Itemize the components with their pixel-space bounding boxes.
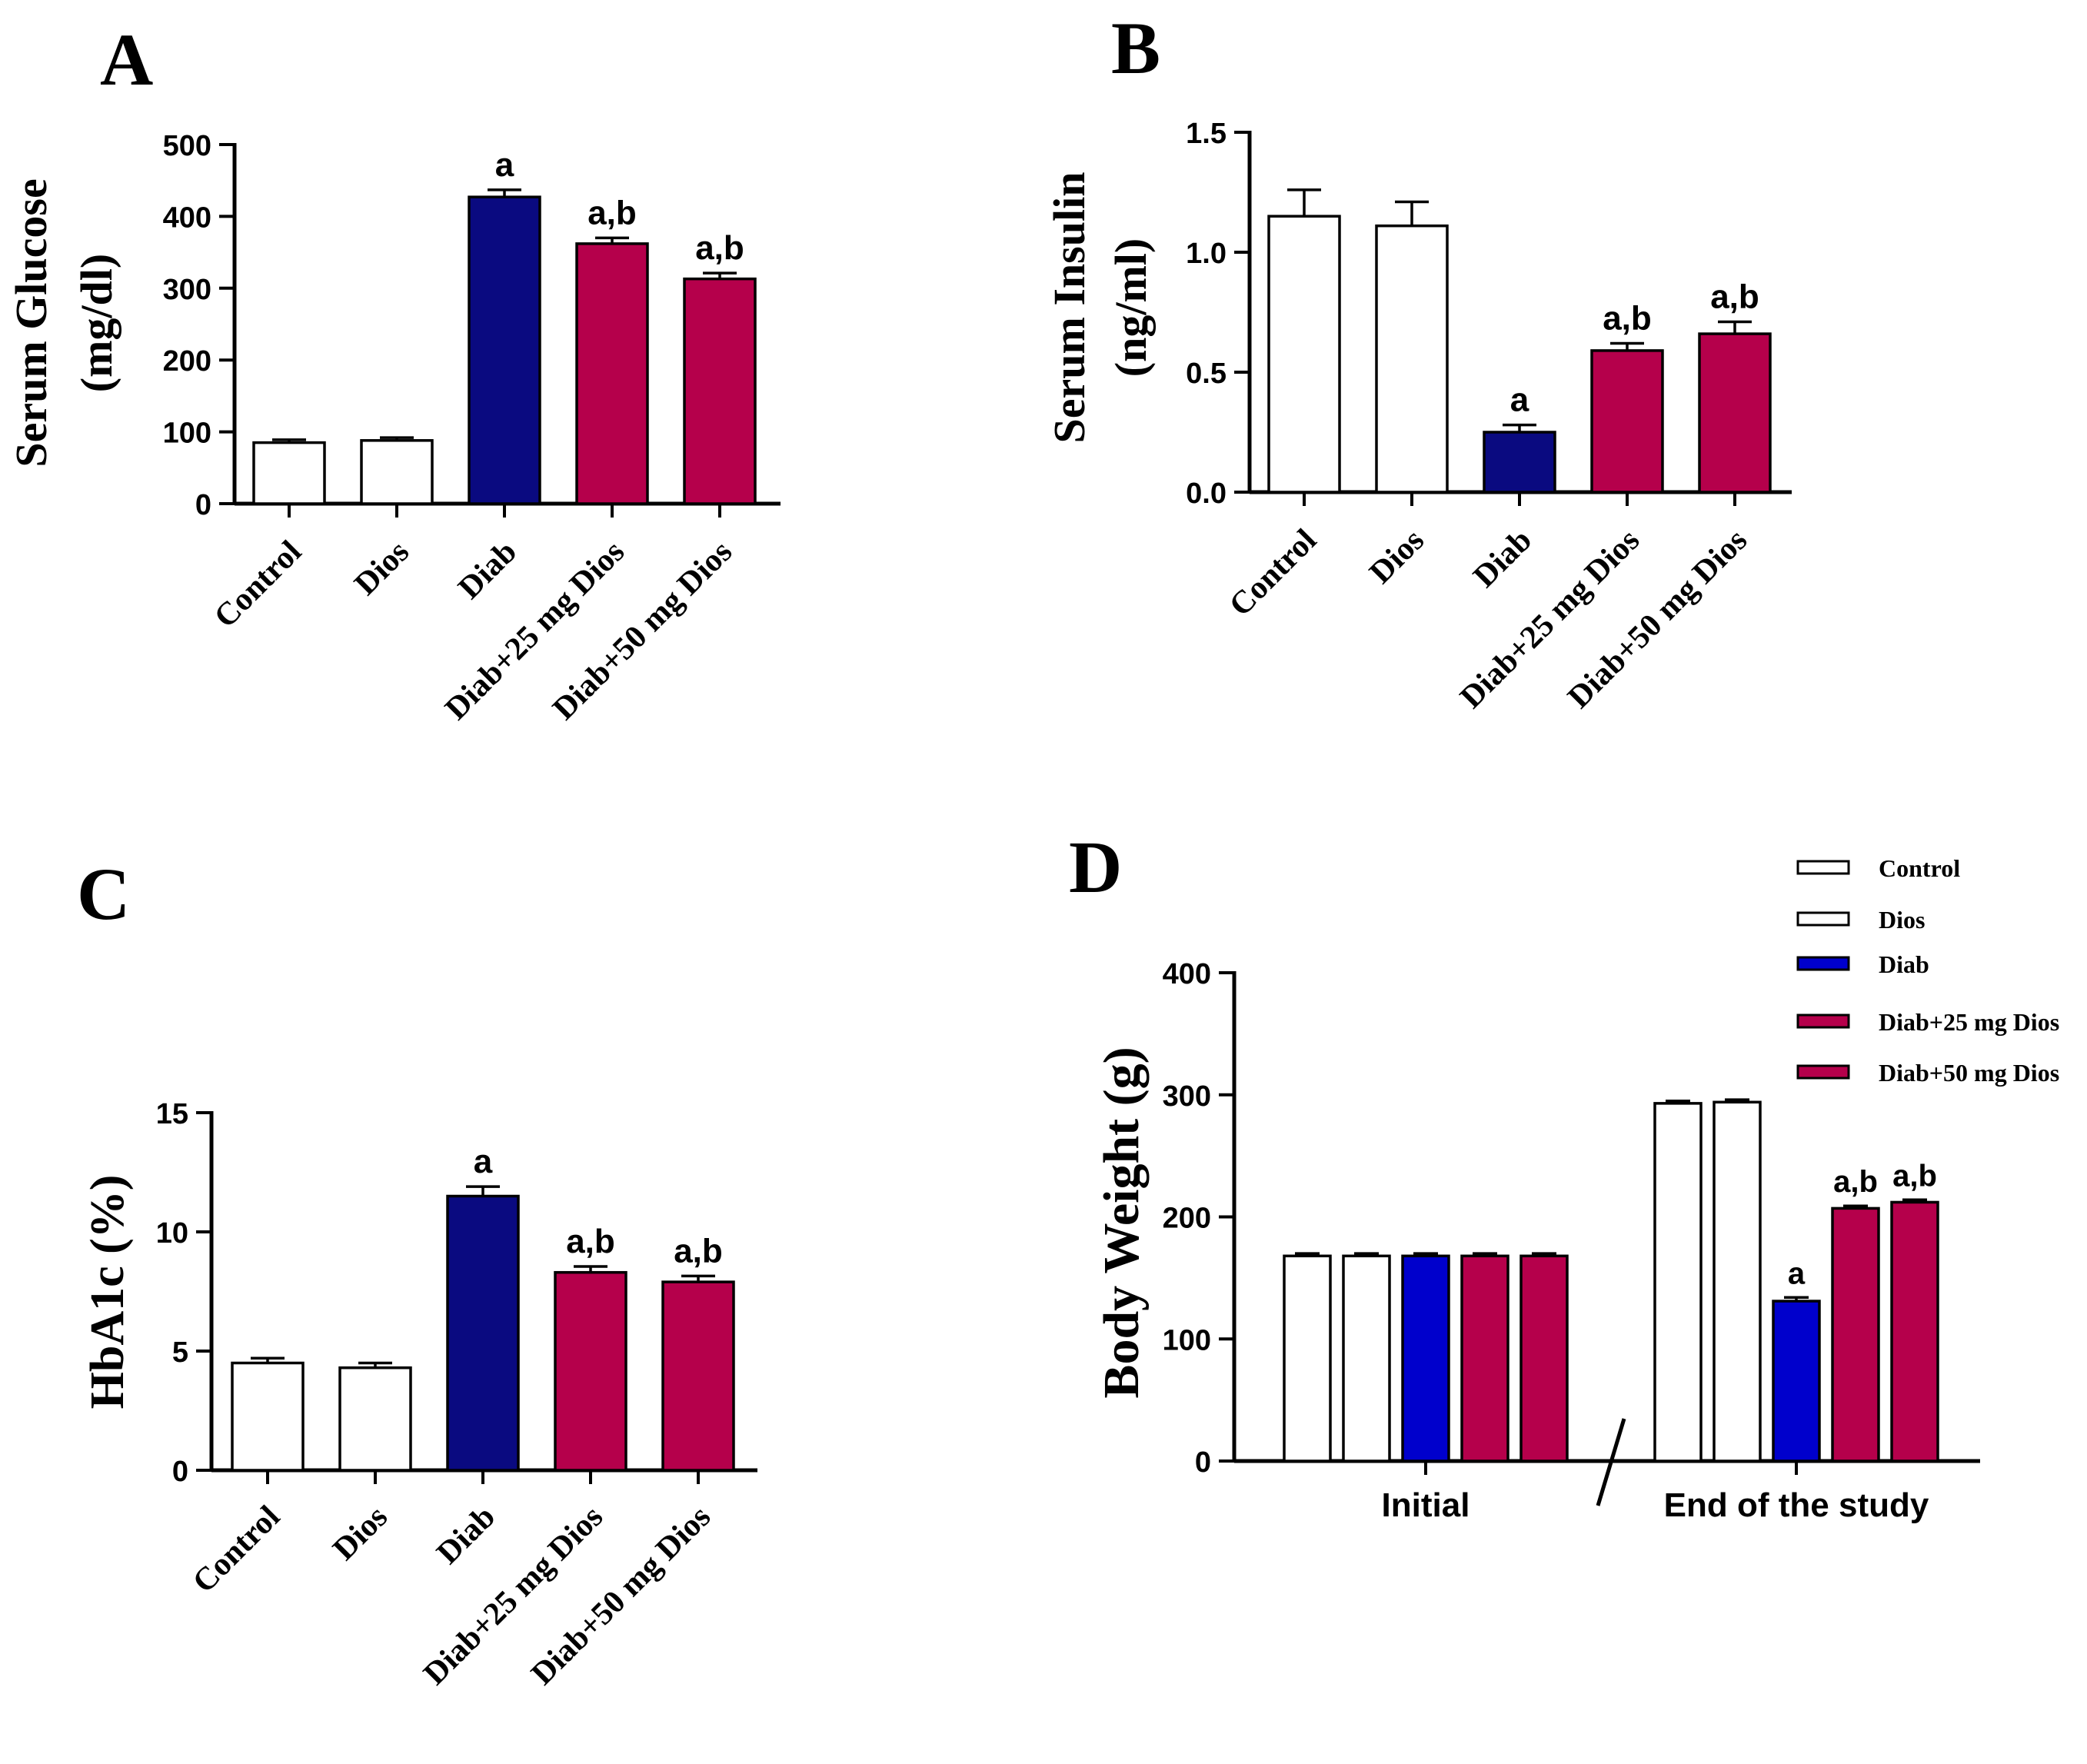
y-tick-label: 0 (1195, 1446, 1211, 1479)
bar-dios (360, 439, 434, 505)
y-tick-label: 500 (163, 130, 211, 162)
significance-label: a,b (587, 194, 637, 231)
x-tick-label: Diab+50 mg Dios (524, 1499, 717, 1692)
x-tick-label: Diab (430, 1499, 502, 1572)
y-axis-label: Body Weight (g) (1093, 1047, 1150, 1398)
y-axis-label-unit: (ng/ml) (1106, 238, 1156, 377)
bar-diab (446, 1194, 520, 1472)
legend-label: Control (1879, 854, 1960, 882)
significance-label: a,b (1892, 1159, 1937, 1193)
x-group-label: End of the study (1664, 1486, 1929, 1524)
y-tick-label: 1.5 (1186, 118, 1227, 150)
bar-diab (1483, 431, 1556, 494)
y-tick-label: 400 (163, 201, 211, 234)
x-tick-label: Diab+50 mg Dios (546, 534, 739, 727)
x-tick-label: Dios (1363, 523, 1431, 591)
bar-dios (1713, 1100, 1762, 1463)
bar-diab-25-mg-dios (1831, 1207, 1880, 1463)
bar-control (1653, 1102, 1703, 1463)
x-tick-label: Control (1223, 523, 1323, 624)
legend-label: Diab+50 mg Dios (1879, 1059, 2059, 1087)
x-tick-label: Diab (451, 534, 524, 607)
x-tick-label: Diab+25 mg Dios (438, 534, 631, 727)
significance-label: a,b (674, 1232, 723, 1270)
bar-control (1267, 215, 1341, 494)
legend-swatch (1796, 956, 1850, 971)
panel-b: B 0.0 0.5 1.0 1.5 Serum Insulin (ng/ml) Control… (1044, 7, 1792, 715)
x-tick-label: Diab+25 mg Dios (417, 1499, 610, 1692)
y-tick-label: 100 (1163, 1324, 1211, 1356)
x-tick-label: Dios (326, 1499, 394, 1568)
bar-diab (468, 195, 541, 505)
y-tick-label: 100 (163, 418, 211, 450)
y-tick-label: 0.5 (1186, 358, 1227, 390)
y-axis-label: HbA1c (%) (82, 1175, 134, 1410)
panel-c: C 0 5 10 15 HbA1c (%) Control Dios a Diab a,b Diab+… (77, 853, 757, 1692)
y-tick-label: 15 (156, 1098, 188, 1130)
y-axis-label: Serum Glucose (6, 178, 56, 467)
x-tick-label: Control (208, 534, 308, 635)
significance-label: a,b (1603, 300, 1652, 338)
bar-diab-50-mg-dios (683, 277, 757, 505)
bar-diab (1401, 1254, 1450, 1463)
x-tick-label: Diab+50 mg Dios (1561, 523, 1754, 716)
significance-label: a (495, 146, 514, 184)
bar-dios (338, 1366, 412, 1472)
y-tick-label: 5 (172, 1336, 188, 1369)
legend-label: Dios (1879, 906, 1925, 934)
significance-label: a,b (1833, 1165, 1878, 1199)
y-tick-label: 10 (156, 1217, 188, 1250)
significance-label: a (1788, 1256, 1806, 1290)
legend-label: Diab (1879, 950, 1929, 978)
bar-control (252, 441, 326, 505)
legend-swatch (1796, 1064, 1850, 1080)
panel-d: D 0 100 200 300 400 Body Weight (g) Initial a a,b… (1069, 826, 2059, 1524)
x-group-label: Initial (1382, 1486, 1470, 1524)
significance-label: a (1510, 381, 1529, 419)
panel-a: A 0 100 200 300 400 500 Serum Glucose (mg/dl) Con… (6, 18, 781, 727)
significance-label: a,b (566, 1223, 615, 1260)
y-tick-label: 0 (172, 1456, 188, 1488)
significance-label: a (474, 1143, 493, 1180)
legend-swatch (1796, 1013, 1850, 1029)
y-tick-label: 200 (163, 345, 211, 378)
x-tick-label: Diab+25 mg Dios (1453, 523, 1646, 716)
bar-dios (1375, 224, 1449, 494)
y-tick-label: 0.0 (1186, 478, 1227, 510)
bar-control (1283, 1254, 1332, 1463)
axis-break-mark (1596, 1418, 1626, 1506)
y-axis-label-unit: (mg/dl) (72, 254, 121, 392)
significance-label: a,b (1710, 278, 1759, 315)
bar-diab-25-mg-dios (554, 1270, 627, 1472)
x-tick-label: Dios (348, 534, 416, 603)
bar-diab (1772, 1300, 1821, 1463)
bar-diab-25-mg-dios (1460, 1254, 1509, 1463)
y-tick-label: 400 (1163, 958, 1211, 990)
bar-diab-25-mg-dios (575, 242, 649, 505)
bar-diab-50-mg-dios (1519, 1254, 1569, 1463)
y-tick-label: 300 (1163, 1080, 1211, 1113)
x-tick-label: Control (186, 1499, 287, 1600)
y-tick-label: 0 (195, 489, 211, 521)
bar-diab-25-mg-dios (1590, 349, 1664, 494)
bar-diab-50-mg-dios (1698, 332, 1772, 494)
x-tick-label: Diab (1466, 523, 1539, 595)
panel-letter-b: B (1111, 7, 1160, 89)
bar-diab-50-mg-dios (1890, 1200, 1939, 1463)
panel-letter-c: C (77, 853, 130, 935)
y-tick-label: 300 (163, 274, 211, 306)
legend-swatch (1796, 911, 1850, 927)
bar-dios (1342, 1254, 1391, 1463)
y-axis-label: Serum Insulin (1044, 172, 1094, 444)
significance-label: a,b (695, 229, 744, 267)
y-tick-label: 1.0 (1186, 238, 1227, 270)
panel-letter-d: D (1069, 826, 1122, 908)
bar-control (231, 1361, 305, 1472)
y-tick-label: 200 (1163, 1203, 1211, 1235)
legend-swatch (1796, 860, 1850, 875)
bar-diab-50-mg-dios (661, 1280, 735, 1472)
legend-label: Diab+25 mg Dios (1879, 1008, 2059, 1036)
panel-letter-a: A (100, 18, 153, 101)
